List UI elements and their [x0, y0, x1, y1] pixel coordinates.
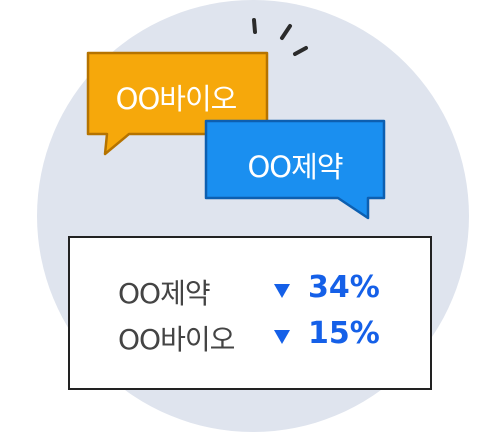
stat-value: 34%	[308, 270, 380, 305]
stat-name: OO바이오	[118, 323, 235, 356]
stat-name: OO제약	[118, 277, 211, 310]
bubble-bio-label: OO바이오	[115, 82, 238, 116]
speech-bubble-pharma: OO제약	[200, 118, 390, 228]
emphasis-burst-icon	[252, 18, 308, 56]
stat-row-bio: OO바이오 15%	[118, 316, 418, 358]
stat-value: 15%	[308, 316, 380, 351]
stats-box: OO제약 34% OO바이오 15%	[68, 236, 432, 390]
stat-row-pharma: OO제약 34%	[118, 270, 418, 312]
bubble-pharma-label: OO제약	[247, 150, 343, 184]
down-triangle-icon	[274, 284, 290, 298]
down-triangle-icon	[274, 330, 290, 344]
